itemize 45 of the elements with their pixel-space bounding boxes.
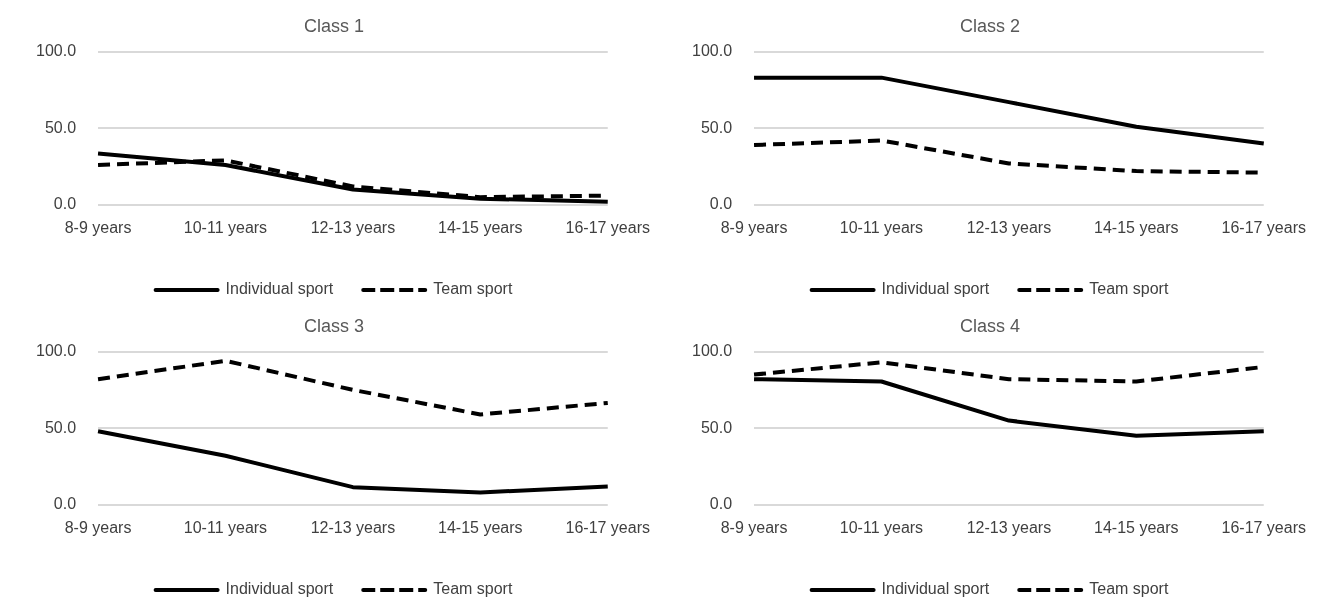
legend-label: Individual sport [881,580,990,598]
y-tick-label: 0.0 [53,495,77,513]
y-tick-label: 0.0 [709,495,733,513]
legend-label: Individual sport [881,280,990,298]
x-tick-label: 16-17 years [565,518,650,536]
y-tick-label: 50.0 [44,118,77,136]
x-tick-label: 14-15 years [438,218,523,236]
chart-title: Class 1 [303,15,365,36]
legend-label: Team sport [1089,580,1169,598]
x-tick-label: 12-13 years [310,218,396,236]
legend-label: Individual sport [225,280,334,298]
y-tick-label: 50.0 [700,118,733,136]
legend-label: Team sport [1089,280,1169,298]
x-tick-label: 14-15 years [438,518,523,536]
y-tick-label: 100.0 [35,342,77,360]
x-tick-label: 16-17 years [1221,518,1306,536]
y-tick-label: 50.0 [44,418,77,436]
legend-label: Team sport [433,580,513,598]
y-tick-label: 100.0 [35,42,77,60]
x-tick-label: 10-11 years [183,218,268,236]
x-tick-label: 8-9 years [720,518,788,536]
x-tick-label: 10-11 years [183,518,268,536]
chart-title: Class 2 [959,15,1021,36]
y-tick-label: 0.0 [709,195,733,213]
legend-label: Individual sport [225,580,334,598]
x-tick-label: 12-13 years [966,218,1052,236]
y-tick-label: 100.0 [691,342,733,360]
y-tick-label: 0.0 [53,195,77,213]
x-tick-label: 14-15 years [1094,518,1179,536]
x-tick-label: 16-17 years [565,218,650,236]
y-tick-label: 100.0 [691,42,733,60]
y-tick-label: 50.0 [700,418,733,436]
x-tick-label: 12-13 years [966,518,1052,536]
x-tick-label: 8-9 years [64,518,132,536]
x-tick-label: 12-13 years [310,518,396,536]
x-tick-label: 10-11 years [839,518,924,536]
x-tick-label: 16-17 years [1221,218,1306,236]
x-tick-label: 8-9 years [64,218,132,236]
chart-title: Class 4 [959,315,1021,336]
line-series [96,358,610,417]
x-tick-label: 8-9 years [720,218,788,236]
chart-title: Class 3 [303,315,365,336]
x-tick-label: 14-15 years [1094,218,1179,236]
legend-label: Team sport [433,280,513,298]
x-tick-label: 10-11 years [839,218,924,236]
